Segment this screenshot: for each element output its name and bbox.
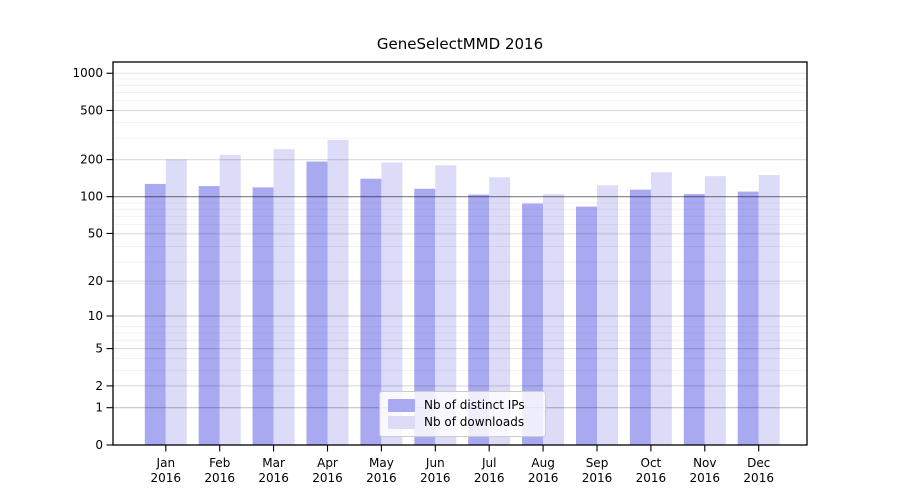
bar-may-downloads [381,162,403,446]
bar-aug-downloads [543,194,565,445]
bar-oct-downloads [650,172,672,446]
x-tick-year-jul: 2016 [474,471,505,485]
bar-mar-distinct-ips [252,187,274,445]
legend-swatch-distinct-ips [388,399,415,412]
y-tick-label-5: 5 [95,342,103,356]
x-tick-label-oct: Oct [641,456,662,470]
chart-title: GeneSelectMMD 2016 [376,35,544,53]
bar-aug-distinct-ips [522,203,544,445]
bar-jun-distinct-ips [414,188,436,445]
bar-apr-downloads [327,139,349,446]
x-tick-year-jun: 2016 [420,471,451,485]
bar-jan-downloads [165,159,187,446]
x-tick-label-dec: Dec [747,456,770,470]
y-tick-label-200: 200 [80,153,103,167]
x-tick-label-jan: Jan [156,456,176,470]
x-tick-year-sep: 2016 [582,471,613,485]
bar-mar-downloads [273,149,295,446]
x-tick-label-may: May [369,456,394,470]
y-tick-label-100: 100 [80,190,103,204]
y-tick-label-500: 500 [80,103,103,117]
x-tick-year-nov: 2016 [690,471,721,485]
bar-sep-distinct-ips [576,206,597,445]
legend-label-distinct-ips: Nb of distinct IPs [424,398,525,412]
bar-sep-downloads [597,185,618,445]
bar-may-distinct-ips [360,178,382,446]
bar-apr-distinct-ips [306,161,328,445]
bar-dec-downloads [758,175,780,445]
bar-feb-downloads [219,154,241,445]
bar-jul-downloads [489,177,511,446]
bar-oct-distinct-ips [629,189,651,445]
plot-border [112,61,808,446]
x-tick-label-mar: Mar [262,456,285,470]
legend-label-downloads: Nb of downloads [424,415,525,429]
bar-feb-distinct-ips [198,186,220,445]
x-tick-year-may: 2016 [366,471,397,485]
bar-jan-distinct-ips [144,183,166,445]
legend-item-downloads: Nb of downloads [388,416,545,429]
x-tick-label-feb: Feb [209,456,230,470]
x-tick-year-apr: 2016 [312,471,343,485]
y-tick-label-0: 0 [95,438,103,452]
x-tick-year-feb: 2016 [204,471,235,485]
x-tick-label-nov: Nov [693,456,716,470]
legend: Nb of distinct IPs Nb of downloads [379,391,546,437]
x-tick-year-jan: 2016 [151,471,182,485]
y-tick-label-10: 10 [88,309,103,323]
y-tick-label-1: 1 [95,401,103,415]
x-tick-year-dec: 2016 [743,471,774,485]
bar-nov-downloads [704,176,726,446]
bar-nov-distinct-ips [683,194,705,445]
x-tick-year-aug: 2016 [528,471,559,485]
x-tick-label-aug: Aug [531,456,554,470]
x-tick-label-jun: Jun [425,456,445,470]
x-tick-year-mar: 2016 [258,471,289,485]
x-tick-label-jul: Jul [481,456,496,470]
x-tick-year-oct: 2016 [636,471,667,485]
y-tick-label-2: 2 [95,379,103,393]
bar-dec-distinct-ips [737,191,759,445]
legend-item-distinct-ips: Nb of distinct IPs [388,399,545,412]
bar-jun-downloads [435,165,457,445]
y-tick-label-20: 20 [88,274,103,288]
bar-jul-distinct-ips [468,194,490,445]
y-tick-label-50: 50 [88,226,103,240]
legend-swatch-downloads [388,416,415,429]
x-tick-label-sep: Sep [586,456,609,470]
x-tick-label-apr: Apr [317,456,338,470]
y-tick-label-1000: 1000 [72,66,103,80]
